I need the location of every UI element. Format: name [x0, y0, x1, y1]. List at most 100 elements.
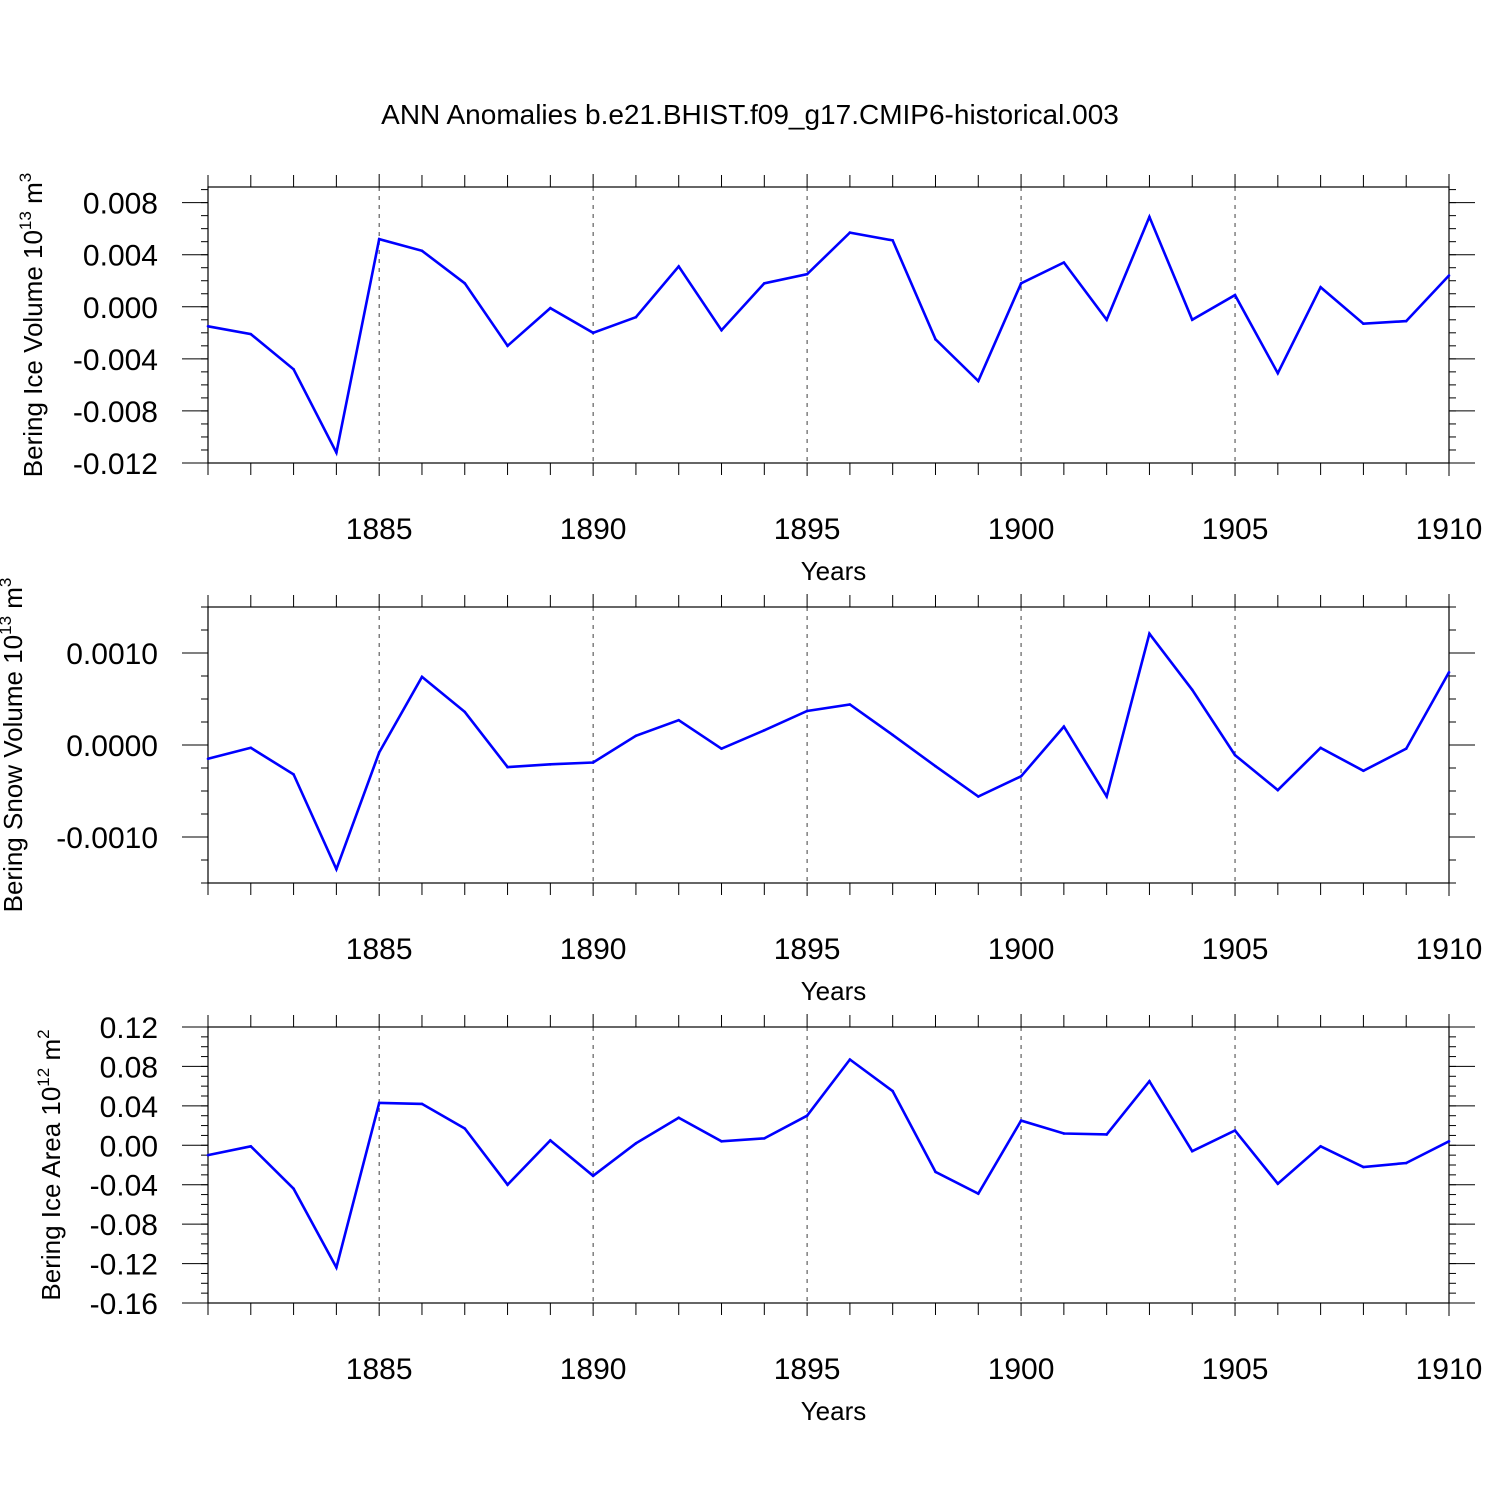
y-tick-label: 0.00 — [100, 1130, 158, 1163]
data-point — [549, 763, 552, 766]
data-point — [335, 1266, 338, 1269]
data-point — [206, 325, 210, 328]
y-tick-label: -0.004 — [73, 344, 158, 377]
data-point — [1233, 753, 1237, 757]
x-tick-label: 1890 — [560, 933, 627, 966]
y-tick-label: -0.12 — [90, 1249, 158, 1282]
x-tick-label: 1890 — [560, 1353, 627, 1386]
y-tick-label: 0.04 — [100, 1091, 158, 1124]
x-tick-label: 1910 — [1416, 1353, 1483, 1386]
y-tick-label: -0.0010 — [56, 822, 158, 855]
data-point — [891, 733, 894, 737]
y-tick-label: 0.000 — [83, 292, 158, 325]
data-point — [1404, 1161, 1408, 1165]
data-point — [591, 331, 595, 335]
data-point — [1148, 1079, 1151, 1083]
data-point — [805, 1114, 809, 1118]
x-tick-label: 1900 — [988, 1353, 1055, 1386]
data-point — [377, 1101, 381, 1105]
panel-1: -0.012 -0.008 -0.004 0.000 0.004 0.008 1885 189… — [16, 173, 1482, 586]
data-point — [1233, 1129, 1237, 1132]
data-point — [934, 338, 937, 341]
data-point — [934, 1170, 937, 1174]
data-point — [463, 282, 467, 285]
data-point — [1105, 795, 1108, 798]
data-point — [1404, 747, 1408, 750]
y-axis-title: Bering Ice Volume 1013 m3 — [16, 173, 48, 477]
data-point — [976, 795, 980, 798]
data-point — [206, 1153, 210, 1157]
data-point — [1447, 671, 1451, 674]
y-tick-label: -0.04 — [90, 1170, 158, 1203]
data-point — [1319, 285, 1322, 289]
series-line — [207, 1057, 1450, 1272]
panel-2: -0.0010 0.0000 0.0010 1885 1890 1895 1900 1905 1… — [0, 578, 1482, 1006]
data-point — [1362, 1165, 1365, 1169]
x-tick-label: 1905 — [1202, 513, 1269, 546]
panel-3: -0.16 -0.12 -0.08 -0.04 0.00 0.04 0.08 0.12 1885… — [34, 1012, 1482, 1426]
data-point — [1362, 769, 1365, 773]
y-axis-title-part: m — [36, 1039, 66, 1068]
x-axis-title: Years — [801, 1396, 867, 1426]
data-point — [335, 451, 338, 454]
data-point — [591, 1174, 595, 1178]
x-tick-label: 1900 — [988, 513, 1055, 546]
data-point — [420, 249, 424, 253]
x-tick-label: 1910 — [1416, 513, 1483, 546]
y-tick-label: 0.004 — [83, 240, 158, 273]
y-tick-label: 0.0000 — [66, 730, 158, 763]
data-point — [677, 265, 681, 268]
data-point — [206, 757, 210, 761]
y-axis-title-part: m — [18, 182, 48, 211]
data-point — [1276, 371, 1280, 375]
data-point — [1062, 725, 1066, 728]
x-tick-label: 1910 — [1416, 933, 1483, 966]
x-tick-label: 1895 — [774, 933, 841, 966]
data-point — [677, 1116, 681, 1119]
data-point — [1276, 788, 1280, 792]
y-tick-label: 0.08 — [100, 1051, 158, 1084]
data-point — [976, 379, 980, 383]
y-tick-label: 0.0010 — [66, 638, 158, 671]
x-tick-label: 1885 — [346, 513, 413, 546]
x-tick-label: 1885 — [346, 1353, 413, 1386]
data-point — [292, 773, 295, 776]
data-point — [1276, 1182, 1280, 1186]
data-point — [1319, 1144, 1322, 1148]
data-point — [976, 1192, 980, 1195]
y-tick-label: 0.008 — [83, 188, 158, 221]
data-point — [1190, 318, 1194, 322]
panels: -0.012 -0.008 -0.004 0.000 0.004 0.008 1885 189… — [0, 173, 1482, 1426]
data-point — [506, 344, 509, 348]
data-point — [1148, 215, 1151, 219]
data-point — [1019, 282, 1023, 285]
y-axis-title-superscript: 2 — [34, 1029, 53, 1038]
data-point — [292, 367, 295, 371]
y-tick-label: -0.16 — [90, 1288, 158, 1321]
data-point — [1447, 274, 1451, 277]
data-point — [549, 1139, 552, 1142]
data-point — [506, 765, 509, 769]
chart-title: ANN Anomalies b.e21.BHIST.f09_g17.CMIP6-… — [381, 99, 1119, 130]
y-tick-label: -0.012 — [73, 448, 158, 481]
data-point — [634, 734, 638, 738]
data-point — [720, 747, 723, 750]
data-point — [848, 231, 852, 234]
data-point — [549, 306, 552, 310]
x-tick-label: 1905 — [1202, 1353, 1269, 1386]
data-point — [463, 1127, 467, 1130]
data-point — [249, 746, 253, 750]
data-point — [377, 751, 381, 754]
y-tick-label: -0.008 — [73, 396, 158, 429]
data-point — [891, 1089, 894, 1093]
data-point — [677, 718, 681, 722]
data-point — [934, 764, 937, 768]
y-axis-title-superscript: 12 — [34, 1068, 53, 1087]
x-axis-title: Years — [801, 976, 867, 1006]
y-axis-title: Bering Snow Volume 1013 m3 — [0, 578, 28, 913]
data-point — [420, 675, 424, 679]
data-point — [1105, 318, 1108, 322]
data-point — [1062, 261, 1066, 264]
data-point — [1062, 1132, 1066, 1135]
